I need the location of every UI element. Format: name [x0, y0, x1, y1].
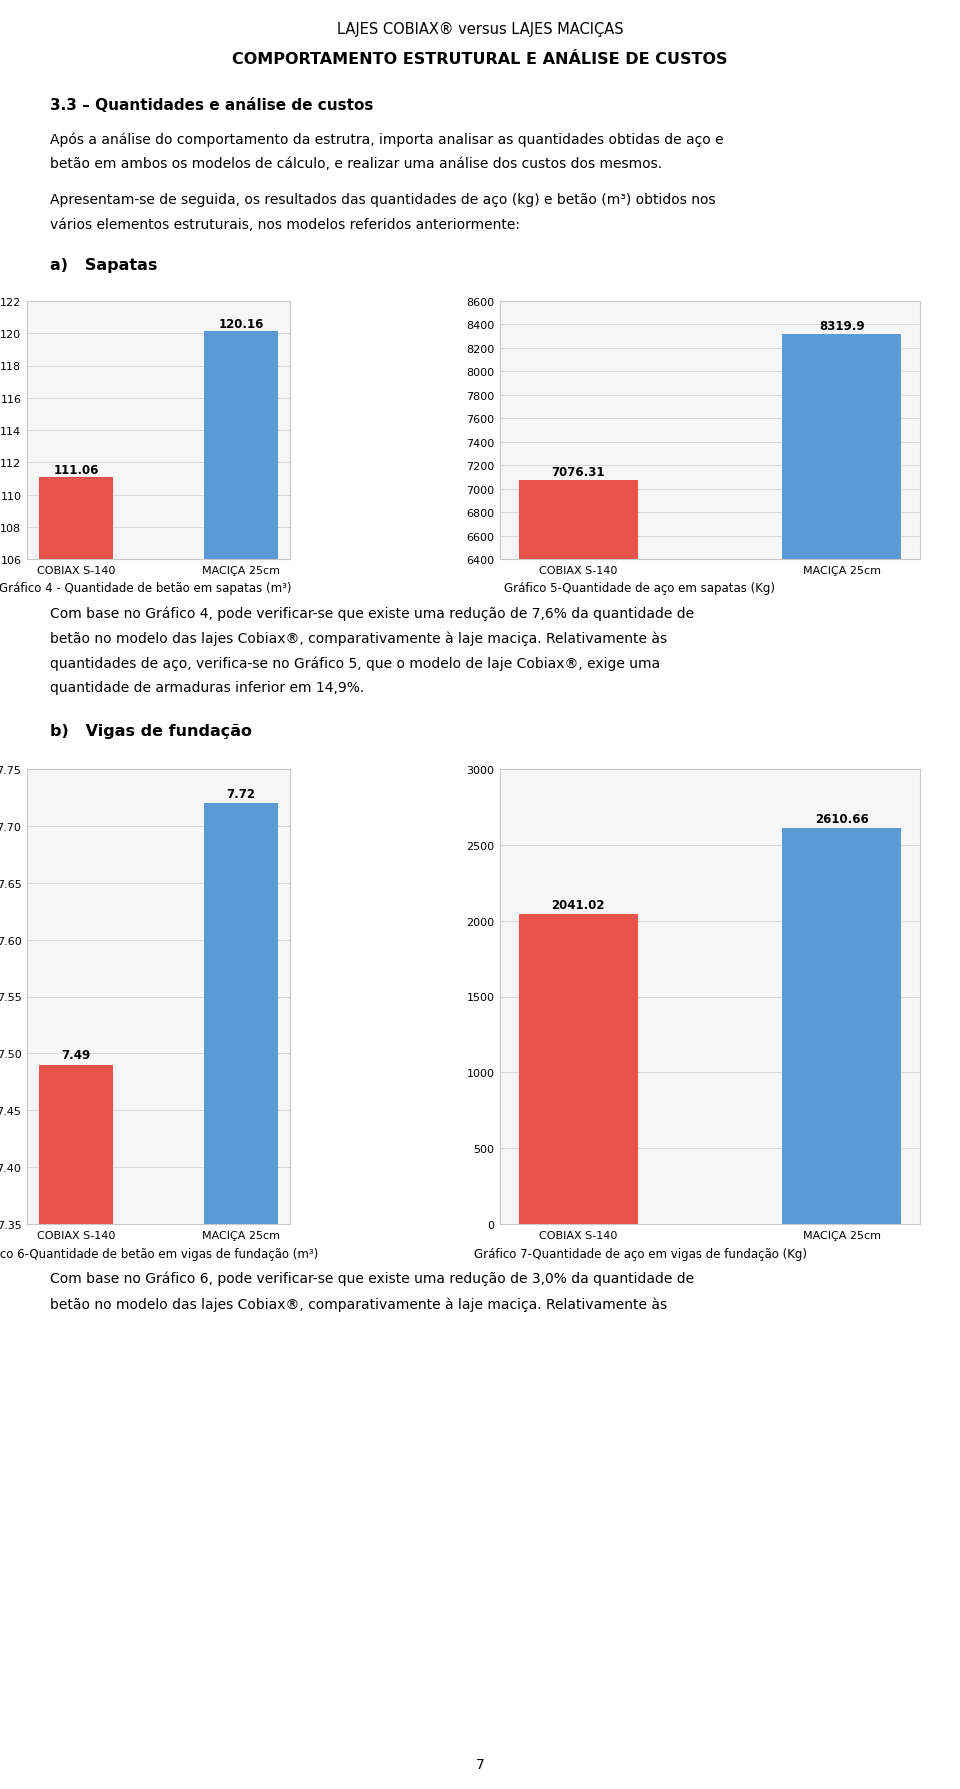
- Text: a)   Sapatas: a) Sapatas: [50, 258, 157, 274]
- Text: 2041.02: 2041.02: [552, 898, 605, 912]
- Text: 7076.31: 7076.31: [552, 465, 605, 478]
- Text: 120.16: 120.16: [218, 317, 264, 331]
- Text: COMPORTAMENTO ESTRUTURAL E ANÁLISE DE CUSTOS: COMPORTAMENTO ESTRUTURAL E ANÁLISE DE CU…: [232, 52, 728, 66]
- Text: b)   Vigas de fundação: b) Vigas de fundação: [50, 723, 252, 739]
- Text: betão em ambos os modelos de cálculo, e realizar uma análise dos custos dos mesm: betão em ambos os modelos de cálculo, e …: [50, 157, 662, 172]
- Bar: [782, 828, 900, 1224]
- Text: vários elementos estruturais, nos modelos referidos anteriormente:: vários elementos estruturais, nos modelo…: [50, 218, 520, 233]
- Text: Após a análise do comportamento da estrutra, importa analisar as quantidades obt: Após a análise do comportamento da estru…: [50, 132, 724, 147]
- Bar: [204, 803, 278, 1789]
- Text: Com base no Gráfico 4, pode verificar-se que existe uma redução de 7,6% da quant: Com base no Gráfico 4, pode verificar-se…: [50, 606, 694, 621]
- Text: 2610.66: 2610.66: [815, 812, 869, 825]
- Text: Apresentam-se de seguida, os resultados das quantidades de aço (kg) e betão (m³): Apresentam-se de seguida, os resultados …: [50, 193, 715, 208]
- Text: 7.72: 7.72: [227, 787, 255, 800]
- Text: quantidade de armaduras inferior em 14,9%.: quantidade de armaduras inferior em 14,9…: [50, 680, 364, 694]
- Text: 3.3 – Quantidades e análise de custos: 3.3 – Quantidades e análise de custos: [50, 98, 373, 113]
- Text: Gráfico 4 - Quantidade de betão em sapatas (m³): Gráfico 4 - Quantidade de betão em sapat…: [0, 581, 291, 594]
- Text: 7.49: 7.49: [61, 1048, 90, 1061]
- Text: Gráfico 7-Quantidade de aço em vigas de fundação (Kg): Gráfico 7-Quantidade de aço em vigas de …: [473, 1247, 806, 1259]
- Bar: [39, 478, 113, 1789]
- Text: 8319.9: 8319.9: [819, 320, 864, 333]
- Bar: [519, 914, 637, 1224]
- Text: Gráfico 6-Quantidade de betão em vigas de fundação (m³): Gráfico 6-Quantidade de betão em vigas d…: [0, 1247, 319, 1259]
- Text: quantidades de aço, verifica-se no Gráfico 5, que o modelo de laje Cobiax®, exig: quantidades de aço, verifica-se no Gráfi…: [50, 655, 660, 671]
- Text: betão no modelo das lajes Cobiax®, comparativamente à laje maciça. Relativamente: betão no modelo das lajes Cobiax®, compa…: [50, 632, 667, 646]
- Bar: [782, 335, 900, 1310]
- Text: Com base no Gráfico 6, pode verificar-se que existe uma redução de 3,0% da quant: Com base no Gráfico 6, pode verificar-se…: [50, 1272, 694, 1286]
- Text: 111.06: 111.06: [54, 463, 99, 478]
- Text: LAJES COBIAX® versus LAJES MACIÇAS: LAJES COBIAX® versus LAJES MACIÇAS: [337, 21, 623, 38]
- Text: betão no modelo das lajes Cobiax®, comparativamente à laje maciça. Relativamente: betão no modelo das lajes Cobiax®, compa…: [50, 1297, 667, 1311]
- Bar: [39, 1064, 113, 1789]
- Bar: [204, 331, 278, 1789]
- Text: 7: 7: [475, 1757, 485, 1771]
- Text: Gráfico 5-Quantidade de aço em sapatas (Kg): Gráfico 5-Quantidade de aço em sapatas (…: [505, 581, 776, 594]
- Bar: [519, 481, 637, 1310]
